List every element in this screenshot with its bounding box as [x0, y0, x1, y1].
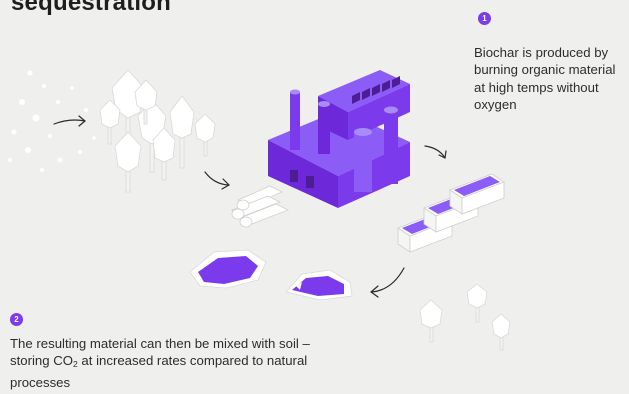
tree [99, 69, 216, 193]
biochar-trays [397, 173, 505, 253]
tree-cluster-right [419, 283, 511, 351]
biochar-factory [268, 70, 410, 208]
diagram-title: sequestration [11, 0, 171, 16]
soil-patch-large [189, 249, 267, 289]
step-1-badge: 1 [478, 12, 491, 25]
step-2-badge: 2 [10, 313, 23, 326]
arrow-to-trays [424, 145, 447, 159]
tree-cluster-left [99, 69, 216, 193]
log-stack [231, 185, 289, 228]
soil-patches [189, 249, 353, 301]
arrow-to-trees [53, 115, 86, 127]
tray [449, 173, 505, 215]
step-2-description: The resulting material can then be mixed… [10, 335, 340, 391]
soil-patch-small [285, 269, 353, 301]
step-2-text-start: The resulting material can then be mixed… [10, 336, 310, 369]
step-2-text-end: at increased rates compared to natural p… [10, 353, 308, 390]
arrow-to-logs [204, 171, 230, 190]
particle-dots [8, 70, 96, 172]
arrow-to-soil [370, 267, 405, 298]
co2-subscript: 2 [73, 359, 78, 370]
flow-arrows [53, 115, 447, 298]
step-1-description: Biochar is produced by burning organic m… [474, 45, 616, 113]
